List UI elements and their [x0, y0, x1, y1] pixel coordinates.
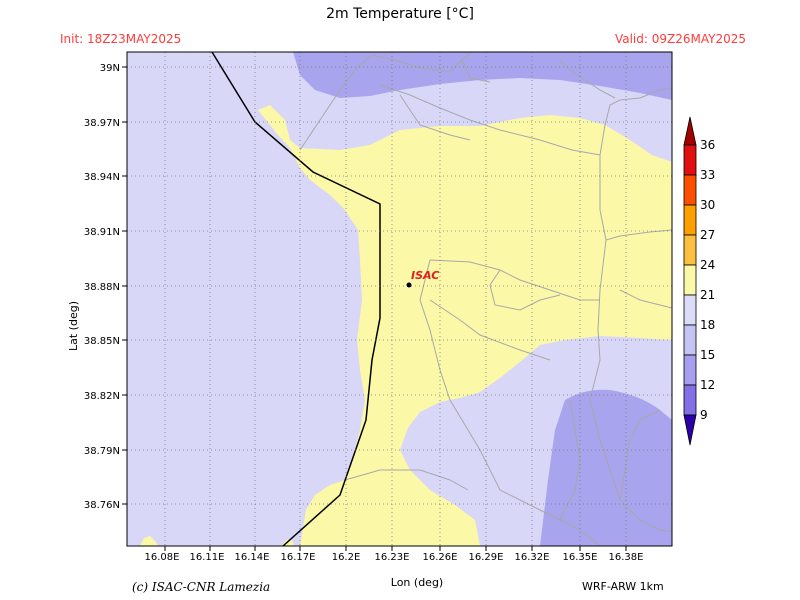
- colorbar-label: 12: [700, 378, 715, 392]
- colorbar-band: [683, 324, 697, 356]
- model-label: WRF-ARW 1km: [582, 580, 664, 593]
- y-tick-marks: [122, 66, 127, 505]
- region-21-24-islet-1: [140, 536, 158, 546]
- colorbar-labels: 9 12 15 18 21 24 27 30 33 36: [700, 138, 715, 422]
- colorbar-band: [683, 174, 697, 206]
- x-tick-label: 16.35E: [563, 552, 598, 563]
- colorbar-label: 18: [700, 318, 715, 332]
- y-tick-label: 38.82N: [84, 391, 120, 402]
- colorbar-label: 36: [700, 138, 715, 152]
- colorbar-label: 30: [700, 198, 715, 212]
- colorbar-band: [683, 384, 697, 416]
- x-tick-label: 16.38E: [609, 552, 644, 563]
- y-tick-label: 38.91N: [84, 227, 120, 238]
- colorbar-label: 15: [700, 348, 715, 362]
- colorbar-band: [683, 204, 697, 236]
- colorbar-band: [683, 144, 697, 176]
- coastline: [211, 52, 381, 546]
- x-axis-title: Lon (deg): [391, 576, 443, 589]
- y-tick-label: 38.76N: [84, 500, 120, 511]
- colorbar-label: 9: [700, 408, 708, 422]
- y-axis-title: Lat (deg): [67, 301, 80, 351]
- colorbar-label: 33: [700, 168, 715, 182]
- x-tick-label: 16.2E: [332, 552, 361, 563]
- x-tick-label: 16.23E: [375, 552, 410, 563]
- x-tick-label: 16.29E: [469, 552, 504, 563]
- colorbar-band: [683, 354, 697, 386]
- y-tick-label: 38.85N: [84, 336, 120, 347]
- y-tick-label: 38.79N: [84, 446, 120, 457]
- colorbar: [683, 116, 697, 446]
- plot-frame: [126, 51, 673, 547]
- region-15-18-southeast: [540, 389, 672, 546]
- colorbar-label: 21: [700, 288, 715, 302]
- gridlines: [127, 52, 672, 546]
- x-tick-label: 16.08E: [145, 552, 180, 563]
- copyright-label: (c) ISAC-CNR Lamezia: [132, 580, 271, 594]
- map-title: 2m Temperature [°C]: [326, 6, 474, 22]
- region-21-24: [258, 105, 672, 546]
- init-time-label: Init: 18Z23MAY2025: [60, 32, 182, 46]
- colorbar-top-arrow: [683, 116, 697, 146]
- x-tick-label: 16.17E: [281, 552, 316, 563]
- valid-time-label: Valid: 09Z26MAY2025: [614, 32, 746, 46]
- y-tick-label: 38.94N: [84, 172, 120, 183]
- x-tick-label: 16.14E: [235, 552, 270, 563]
- colorbar-label: 24: [700, 258, 715, 272]
- y-tick-label: 38.88N: [84, 282, 120, 293]
- colorbar-band: [683, 264, 697, 296]
- isac-marker-dot: [406, 282, 412, 288]
- x-tick-labels: 16.08E 16.11E 16.14E 16.17E 16.2E 16.23E…: [145, 552, 644, 563]
- y-tick-labels: 39N 38.97N 38.94N 38.91N 38.88N 38.85N 3…: [84, 63, 120, 511]
- colorbar-band: [683, 234, 697, 266]
- x-tick-marks: [164, 546, 627, 551]
- x-tick-label: 16.26E: [423, 552, 458, 563]
- x-tick-label: 16.32E: [515, 552, 550, 563]
- isac-marker-label: ISAC: [411, 269, 439, 282]
- y-tick-label: 39N: [100, 63, 120, 74]
- temperature-field: [127, 52, 672, 546]
- admin-boundaries: [299, 52, 672, 546]
- colorbar-band: [683, 294, 697, 326]
- y-tick-label: 38.97N: [84, 118, 120, 129]
- colorbar-bottom-arrow: [683, 414, 697, 446]
- x-tick-label: 16.11E: [190, 552, 225, 563]
- colorbar-label: 27: [700, 228, 715, 242]
